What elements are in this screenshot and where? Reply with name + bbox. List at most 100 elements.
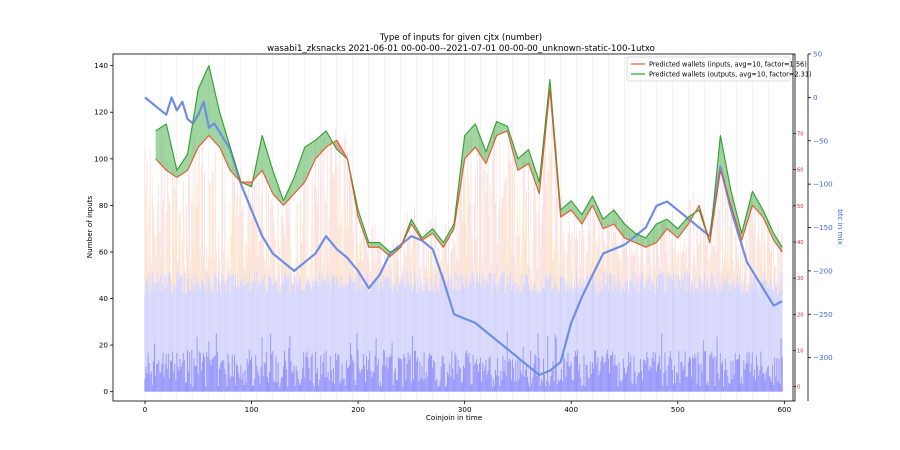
- bar-pink: [582, 216, 584, 288]
- bar-pink: [353, 230, 355, 282]
- bar-yellow: [176, 189, 178, 271]
- bar-dark: [158, 360, 160, 392]
- bar-yellow: [261, 228, 263, 280]
- bar-yellow: [465, 174, 466, 278]
- bar-dark: [594, 350, 596, 392]
- bar-lavender: [637, 277, 639, 392]
- bar-dark: [268, 382, 270, 392]
- bar-lavender: [483, 278, 485, 392]
- bar-lavender: [384, 279, 386, 392]
- bar-lavender: [580, 278, 582, 392]
- bar-yellow: [497, 243, 498, 284]
- bar-dark: [586, 365, 588, 392]
- bar-dark: [261, 337, 263, 392]
- bar-dark: [755, 380, 756, 392]
- bar-lavender: [288, 276, 290, 392]
- bar-yellow: [165, 251, 167, 277]
- bar-pink: [356, 198, 358, 293]
- bar-lavender: [633, 285, 635, 392]
- bar-dark: [146, 373, 148, 392]
- bar-lavender: [517, 286, 519, 392]
- y-tick-label: 80: [99, 201, 109, 210]
- bar-lavender: [675, 274, 677, 392]
- bar-dark: [751, 352, 753, 392]
- bar-dark: [409, 355, 411, 392]
- bar-pink: [661, 223, 663, 273]
- bar-pink: [281, 211, 283, 277]
- bar-pink: [719, 274, 721, 292]
- bar-lavender: [325, 285, 327, 392]
- bar-yellow: [557, 250, 559, 289]
- bar-dark: [446, 385, 447, 392]
- right-blue-tick-label: −100: [813, 180, 833, 189]
- fill-outputs-above: [379, 242, 391, 257]
- legend-box: [626, 56, 791, 82]
- bar-lavender: [625, 280, 626, 392]
- bar-dark: [463, 365, 465, 392]
- bar-dark: [701, 372, 703, 392]
- bar-lavender: [168, 271, 170, 392]
- bar-dark: [675, 383, 677, 392]
- bar-dark: [552, 361, 554, 392]
- bar-pink: [516, 235, 518, 290]
- bar-lavender: [762, 279, 764, 392]
- bar-pink: [490, 264, 492, 274]
- bar-dark: [250, 356, 252, 392]
- bar-lavender: [588, 281, 590, 392]
- bar-lavender: [582, 287, 584, 392]
- bar-lavender: [372, 279, 374, 392]
- bar-lavender: [361, 285, 363, 392]
- bar-pink: [382, 268, 384, 288]
- bar-lavender: [485, 281, 487, 392]
- bar-pink: [495, 201, 496, 285]
- bar-dark: [296, 370, 298, 392]
- bar-dark: [655, 371, 657, 392]
- bar-lavender: [536, 288, 538, 392]
- bar-yellow: [359, 231, 361, 289]
- bar-yellow: [548, 133, 549, 278]
- bar-lavender: [618, 280, 620, 392]
- bar-lavender: [183, 271, 185, 392]
- bar-lavender: [613, 280, 615, 392]
- bar-yellow: [335, 166, 336, 284]
- bar-dark: [417, 357, 419, 392]
- bar-pink: [576, 235, 577, 272]
- bar-pink: [515, 263, 517, 282]
- bar-lavender: [667, 278, 669, 392]
- bar-dark: [419, 361, 421, 392]
- bar-dark: [224, 368, 226, 392]
- bar-lavender: [331, 275, 333, 392]
- bar-dark: [154, 343, 155, 392]
- bar-lavender: [351, 277, 353, 392]
- bar-lavender: [176, 270, 178, 392]
- right-red-tick-label: 60: [797, 168, 804, 174]
- bar-dark: [185, 382, 187, 392]
- bar-pink: [488, 217, 490, 274]
- bar-pink: [699, 215, 701, 277]
- bar-pink: [421, 283, 423, 292]
- bar-lavender: [476, 270, 478, 392]
- bar-lavender: [278, 274, 280, 392]
- bar-yellow: [341, 205, 343, 289]
- fill-outputs-above: [262, 135, 273, 194]
- bar-lavender: [189, 288, 191, 392]
- bar-pink: [466, 255, 468, 274]
- bar-lavender: [561, 276, 563, 392]
- bar-lavender: [262, 278, 264, 392]
- bar-dark: [602, 357, 604, 392]
- bar-dark: [387, 368, 389, 392]
- bar-lavender: [587, 276, 589, 392]
- bar-dark: [353, 362, 355, 392]
- bar-lavender: [268, 274, 270, 392]
- bar-lavender: [583, 277, 585, 392]
- bar-dark: [524, 370, 526, 392]
- bar-lavender: [184, 293, 186, 392]
- bar-lavender: [529, 290, 531, 392]
- bar-yellow: [189, 269, 190, 289]
- bar-pink: [475, 238, 477, 278]
- bar-pink: [252, 163, 254, 281]
- bar-dark: [499, 385, 501, 392]
- bar-lavender: [212, 292, 214, 392]
- bar-lavender: [473, 281, 475, 392]
- bar-dark: [557, 379, 559, 392]
